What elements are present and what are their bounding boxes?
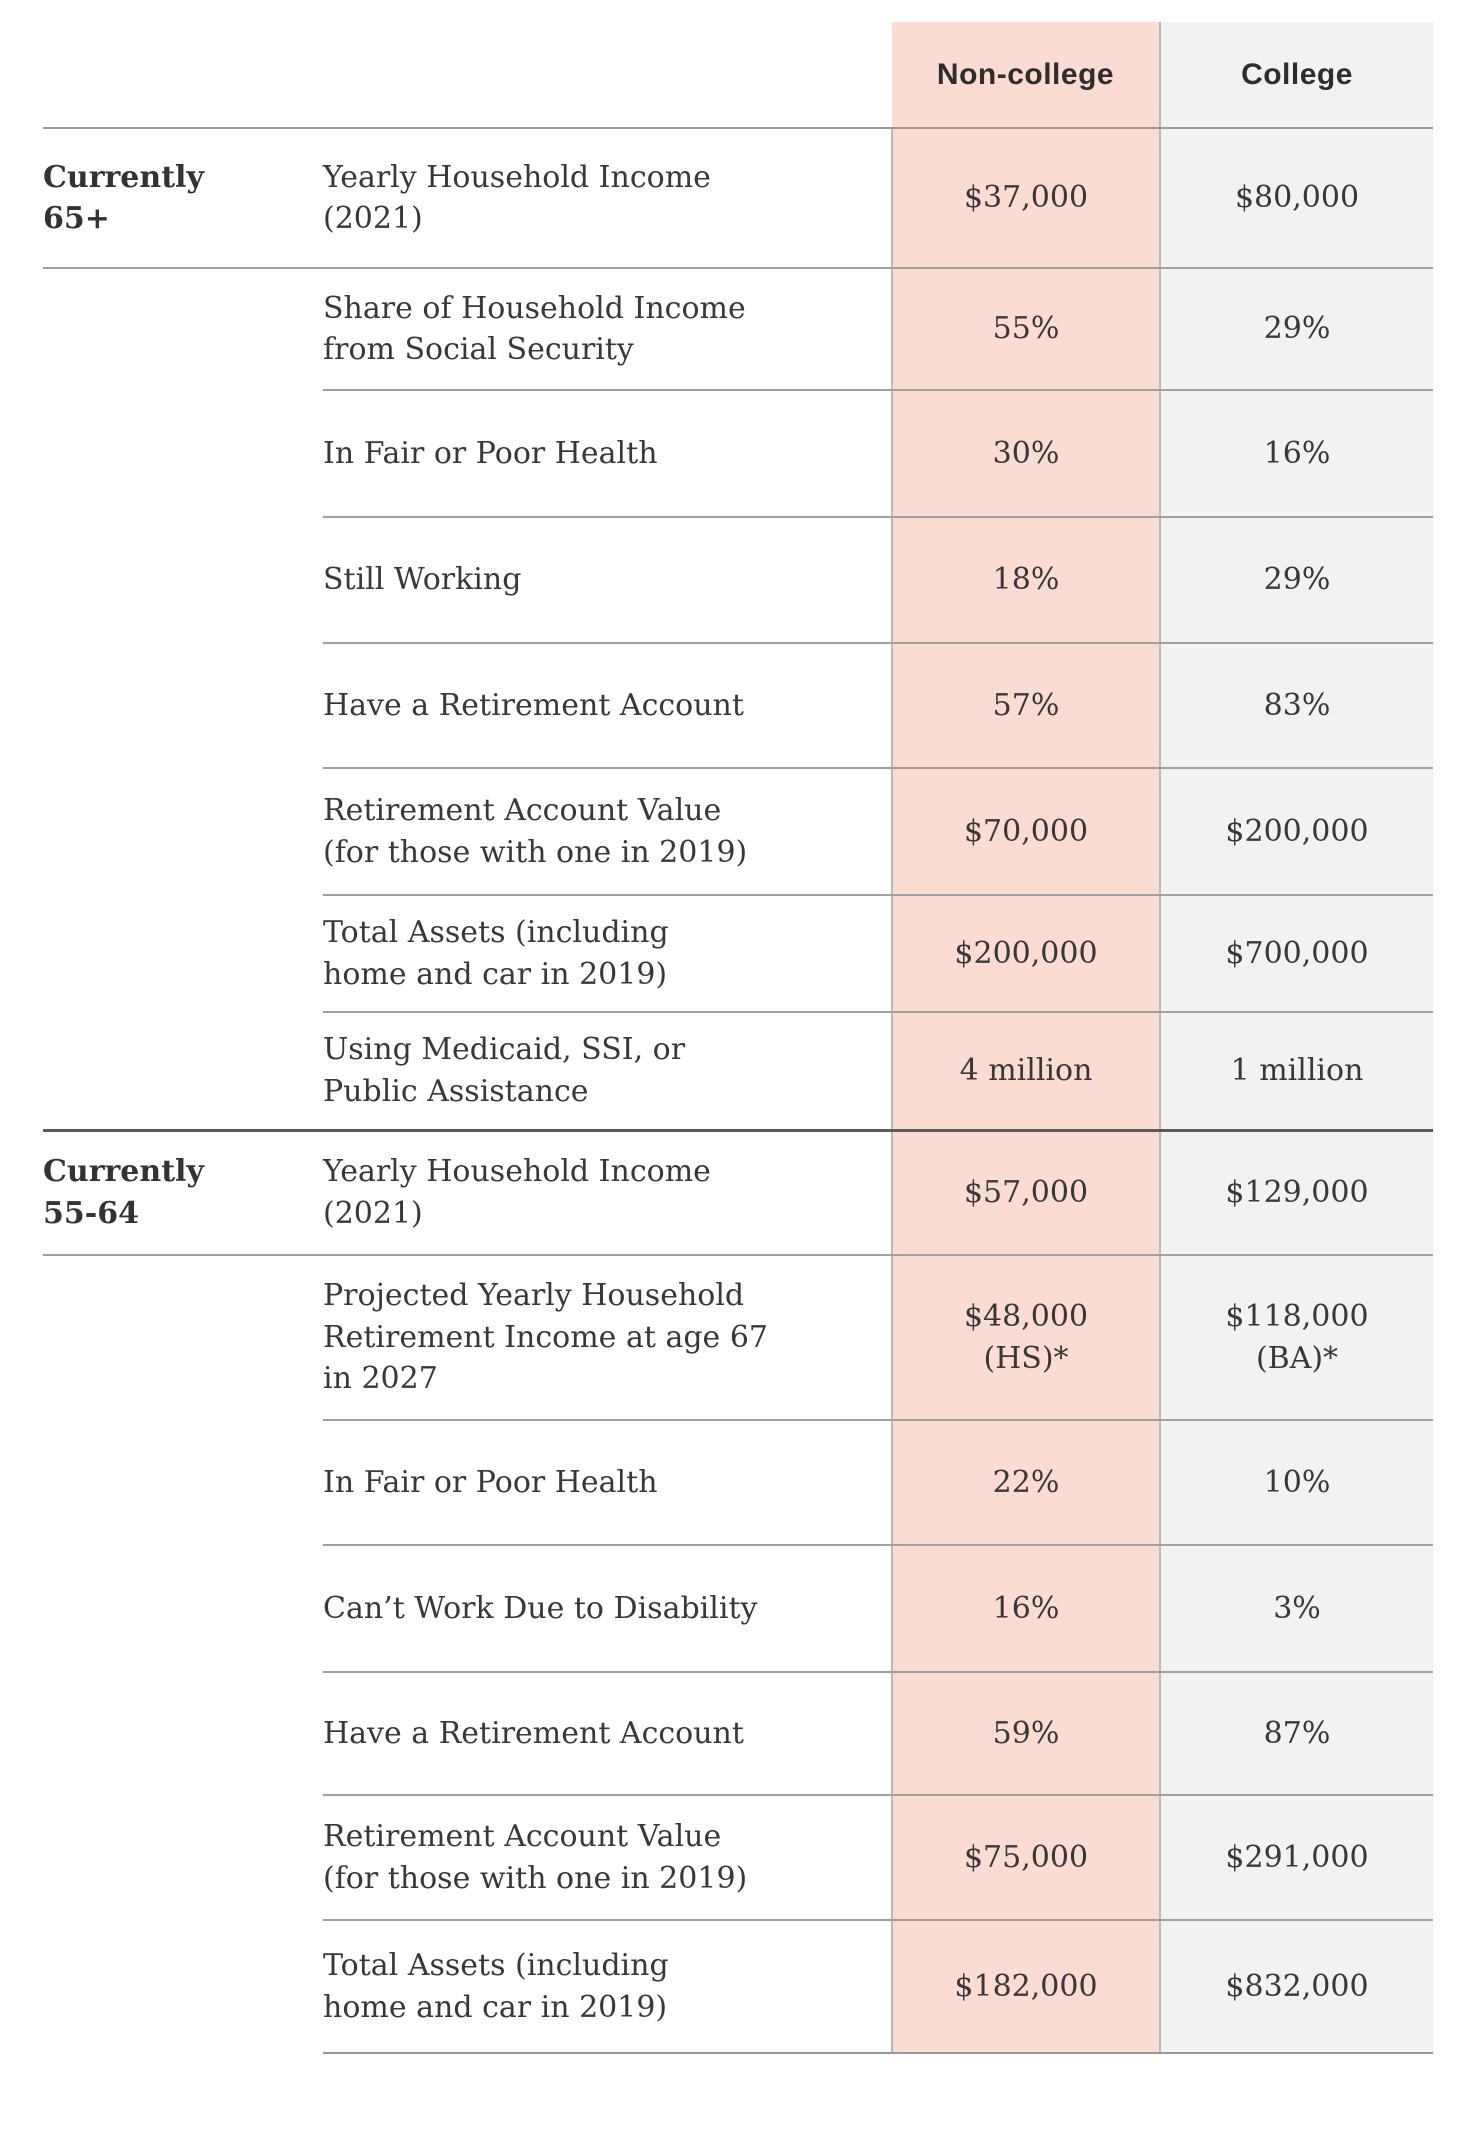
column-header-college: College <box>1159 22 1433 129</box>
header-spacer-desc-col <box>323 22 892 129</box>
row-label: Retirement Account Value (for those with… <box>323 1795 892 1921</box>
value-non-college: $57,000 <box>891 1130 1160 1256</box>
row-label: Can’t Work Due to Disability <box>323 1545 892 1673</box>
group-label: Currently 65+ <box>43 128 323 269</box>
group-label: Currently 55-64 <box>43 1130 323 1256</box>
table-row: Have a Retirement Account 57% 83% <box>43 643 1433 769</box>
value-non-college: 57% <box>891 643 1160 769</box>
table-row: Share of Household Income from Social Se… <box>43 268 1433 1132</box>
value-college: $291,000 <box>1159 1795 1433 1921</box>
value-non-college: $37,000 <box>891 128 1160 269</box>
value-college: 16% <box>1159 390 1433 518</box>
group-label-spacer <box>43 1255 323 2053</box>
table-row: Retirement Account Value (for those with… <box>43 768 1433 896</box>
value-college: 1 million <box>1159 1012 1433 1132</box>
value-college: 83% <box>1159 643 1433 769</box>
value-college: $200,000 <box>1159 768 1433 896</box>
value-college: $832,000 <box>1159 1920 1433 2054</box>
value-non-college: $70,000 <box>891 768 1160 896</box>
table-row: In Fair or Poor Health 30% 16% <box>43 390 1433 518</box>
table-row: Retirement Account Value (for those with… <box>43 1795 1433 1921</box>
value-non-college: $182,000 <box>891 1920 1160 2054</box>
value-non-college: 59% <box>891 1672 1160 1796</box>
value-non-college: $48,000 (HS)* <box>891 1255 1160 1421</box>
value-non-college: 30% <box>891 390 1160 518</box>
table-row: Total Assets (including home and car in … <box>43 895 1433 1013</box>
row-label: Share of Household Income from Social Se… <box>323 268 892 391</box>
row-label: Yearly Household Income (2021) <box>323 128 892 269</box>
column-header-non-college: Non-college <box>892 22 1160 129</box>
row-label: Still Working <box>323 517 892 644</box>
value-non-college: 55% <box>891 268 1160 391</box>
value-college: 3% <box>1159 1545 1433 1673</box>
row-label: In Fair or Poor Health <box>323 1420 892 1546</box>
value-non-college: $200,000 <box>891 895 1160 1013</box>
group-label-spacer <box>43 268 323 1132</box>
value-college: $129,000 <box>1159 1130 1433 1256</box>
row-label: Retirement Account Value (for those with… <box>323 768 892 896</box>
table-row: Have a Retirement Account 59% 87% <box>43 1672 1433 1796</box>
header-spacer-group-col <box>43 22 323 129</box>
row-label: Total Assets (including home and car in … <box>323 895 892 1013</box>
table-row: Using Medicaid, SSI, or Public Assistanc… <box>43 1012 1433 1132</box>
value-non-college: 16% <box>891 1545 1160 1673</box>
row-label: Have a Retirement Account <box>323 1672 892 1796</box>
row-label: Using Medicaid, SSI, or Public Assistanc… <box>323 1012 892 1132</box>
value-non-college: 18% <box>891 517 1160 644</box>
value-college: $80,000 <box>1159 128 1433 269</box>
value-college: $700,000 <box>1159 895 1433 1013</box>
row-label: Total Assets (including home and car in … <box>323 1920 892 2054</box>
table-row: Total Assets (including home and car in … <box>43 1920 1433 2054</box>
table-row: Currently 55-64 Yearly Household Income … <box>43 1130 1433 1256</box>
header-row: Non-college College <box>43 22 1433 129</box>
comparison-table: Non-college College Currently 65+ Yearly… <box>43 22 1433 2054</box>
row-label: Have a Retirement Account <box>323 643 892 769</box>
table-row: Still Working 18% 29% <box>43 517 1433 644</box>
value-non-college: 4 million <box>891 1012 1160 1132</box>
value-college: 87% <box>1159 1672 1433 1796</box>
table-row: In Fair or Poor Health 22% 10% <box>43 1420 1433 1546</box>
value-non-college: 22% <box>891 1420 1160 1546</box>
row-label: Yearly Household Income (2021) <box>323 1130 892 1256</box>
row-label: Projected Yearly Household Retirement In… <box>323 1255 892 1421</box>
table-row: Projected Yearly Household Retirement In… <box>43 1255 1433 1421</box>
table-row: Currently 65+ Yearly Household Income (2… <box>43 128 1433 269</box>
value-college: $118,000 (BA)* <box>1159 1255 1433 1421</box>
row-label: In Fair or Poor Health <box>323 390 892 518</box>
value-college: 29% <box>1159 268 1433 391</box>
value-college: 29% <box>1159 517 1433 644</box>
value-non-college: $75,000 <box>891 1795 1160 1921</box>
value-college: 10% <box>1159 1420 1433 1546</box>
table-row: Can’t Work Due to Disability 16% 3% <box>43 1545 1433 1673</box>
